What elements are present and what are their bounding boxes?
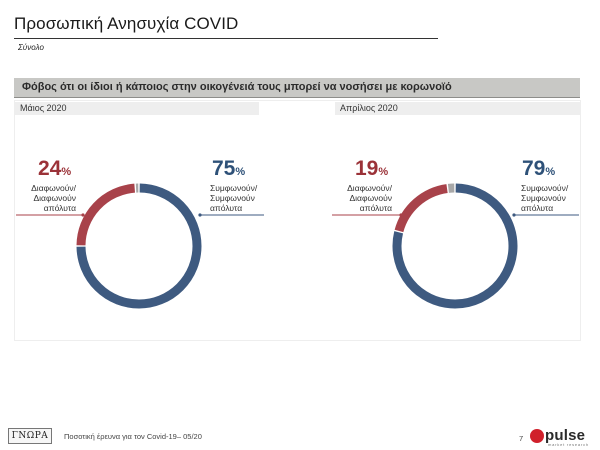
chart-may-disagree-pct: 24% bbox=[38, 157, 72, 180]
chart-may-disagree-label: Διαφωνούν/ Διαφωνούν απόλυτα bbox=[31, 183, 76, 213]
page-title: Προσωπική Ανησυχία COVID bbox=[14, 14, 239, 33]
chart-april-agree-pct: 79% bbox=[522, 157, 556, 180]
chart-april-disagree-label: Διαφωνούν/ Διαφωνούν απόλυτα bbox=[347, 183, 392, 213]
donut-april-disagree-leader-dot bbox=[399, 213, 403, 217]
page-number: 7 bbox=[519, 434, 524, 443]
pulse-logo-tagline: market research bbox=[548, 442, 589, 447]
donut-may-disagree-leader-dot bbox=[81, 213, 85, 217]
page-subtitle: Σύνολο bbox=[18, 43, 44, 52]
period-label-may: Μάιος 2020 bbox=[15, 102, 259, 115]
donut-april-agree-leader-dot bbox=[512, 213, 516, 217]
chart-may-agree-label: Συμφωνούν/ Συμφωνούν απόλυτα bbox=[210, 183, 258, 213]
donut-may-disagree-arc bbox=[76, 183, 136, 246]
footer-survey-text: Ποσοτική έρευνα για τον Covid-19– 05/20 bbox=[64, 432, 202, 441]
question-bar: Φόβος ότι οι ίδιοι ή κάποιος στην οικογέ… bbox=[14, 78, 580, 98]
chart-may-agree-pct: 75% bbox=[212, 157, 246, 180]
period-label-april: Απρίλιος 2020 bbox=[335, 102, 580, 115]
donut-may-agree-arc bbox=[76, 183, 202, 309]
donut-april-agree-arc bbox=[392, 183, 518, 309]
gnora-logo: ΓΝΩΡΑ bbox=[8, 428, 52, 444]
pulse-logo: pulse market research bbox=[530, 427, 596, 447]
donut-may-agree-leader-dot bbox=[198, 213, 202, 217]
chart-april-agree-label: Συμφωνούν/ Συμφωνούν απόλυτα bbox=[521, 183, 569, 213]
donut-april-disagree-arc bbox=[394, 184, 448, 233]
pulse-logo-dot bbox=[530, 429, 544, 443]
chart-april-disagree-pct: 19% bbox=[355, 157, 389, 180]
title-divider bbox=[14, 38, 438, 39]
question-text: Φόβος ότι οι ίδιοι ή κάποιος στην οικογέ… bbox=[22, 81, 452, 93]
pulse-logo-word: pulse bbox=[545, 427, 586, 444]
charts-panel bbox=[14, 100, 581, 341]
